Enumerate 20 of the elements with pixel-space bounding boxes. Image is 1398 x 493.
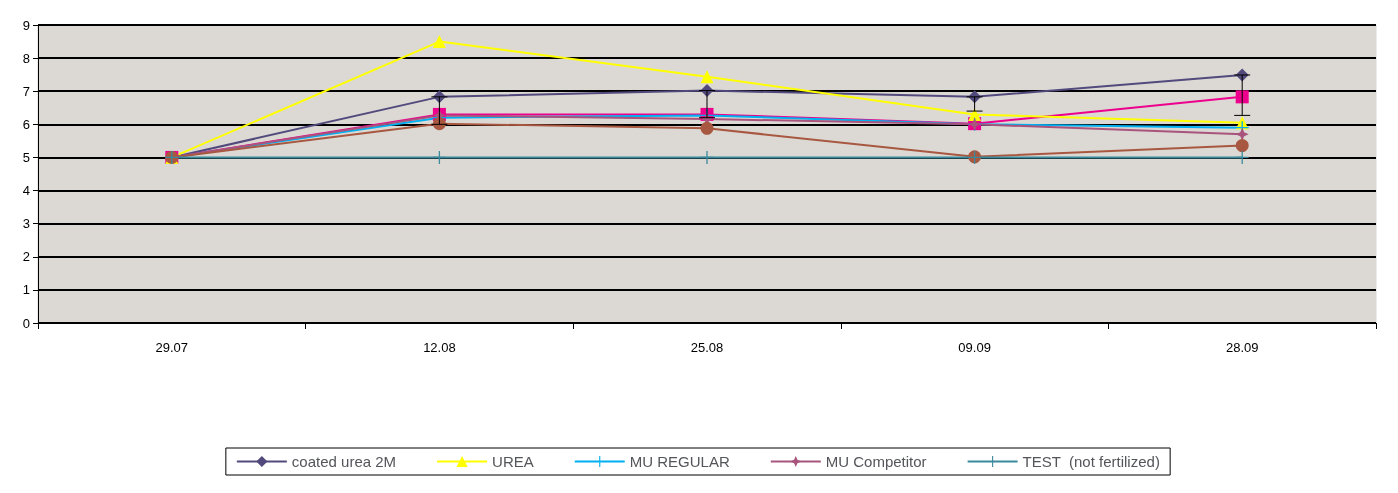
y-tick-label: 2 bbox=[22, 249, 30, 265]
y-tick-label: 4 bbox=[22, 183, 30, 199]
x-tick-label: 09.09 bbox=[958, 340, 991, 355]
legend-label: TEST (not fertilized) bbox=[1022, 453, 1160, 470]
legend-label: coated urea 2M bbox=[291, 453, 397, 470]
x-tick-label: 29.07 bbox=[155, 340, 189, 355]
legend-label: MU REGULAR bbox=[629, 453, 730, 470]
y-tick-label: 0 bbox=[22, 315, 30, 331]
y-tick-label: 7 bbox=[22, 83, 30, 99]
y-tick-label: 5 bbox=[22, 149, 30, 165]
x-tick-label: 12.08 bbox=[423, 340, 456, 355]
x-tick-label: 25.08 bbox=[690, 340, 724, 355]
x-tick-label: 28.09 bbox=[1225, 340, 1259, 355]
y-tick-label: 3 bbox=[22, 216, 30, 232]
y-tick-label: 1 bbox=[22, 282, 30, 298]
y-tick-label: 6 bbox=[22, 116, 30, 132]
y-tick-label: 9 bbox=[22, 17, 30, 33]
legend-label: MU Competitor bbox=[825, 453, 927, 470]
y-tick-label: 8 bbox=[22, 50, 30, 66]
legend-label: UREA bbox=[492, 453, 534, 470]
